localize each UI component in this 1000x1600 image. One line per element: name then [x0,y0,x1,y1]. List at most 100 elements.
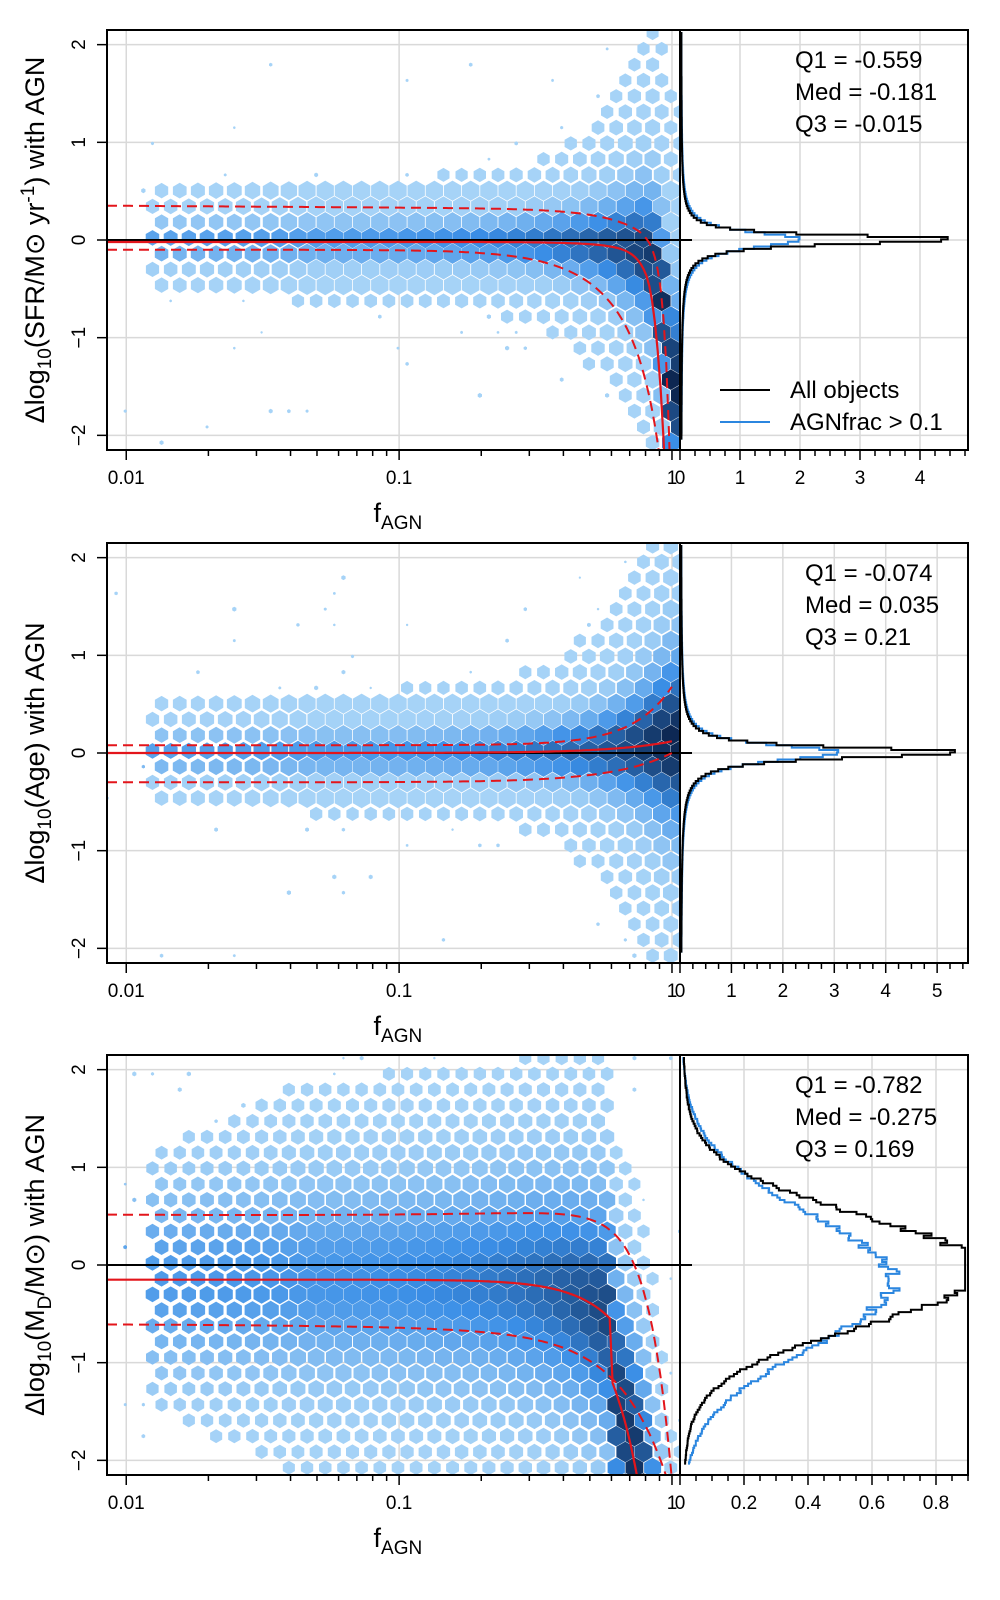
hexbin-cell [316,275,334,296]
hexbin-cell [254,1380,269,1397]
hexbin-cell [461,1268,480,1289]
hexbin-cell [600,869,614,885]
hexbin-cell [616,740,635,762]
hexbin-cell [280,725,298,745]
hexbin-cell [643,180,662,201]
hexbin-cell [443,212,462,233]
hexbin-cell [305,409,309,413]
hexbin-cell [645,884,660,902]
hexbin-cell [407,756,425,777]
hexbin-cell [281,1396,296,1413]
hexbin-cell [471,709,489,730]
hexbin-cell [546,325,559,340]
hexbin-cell [425,1205,443,1226]
hexbin-cell [253,1253,270,1273]
hexbin-cell [290,1159,306,1177]
hexbin-cell [309,1412,324,1429]
hexbin-cell [244,726,261,744]
hexbin-cell [227,1365,242,1382]
hexbin-cell [209,1145,223,1160]
hexbin-cell [607,275,625,296]
hexbin-cell [353,1174,370,1194]
hexbin-cell [552,1299,571,1321]
hexbin-cell [510,1476,523,1491]
hexbin-cell [389,212,407,233]
hexbin-cell [368,874,373,880]
hexbin-cell [682,538,697,555]
hexbin-cell [163,229,178,246]
hexbin-cell [499,1174,516,1194]
hexbin-cell [435,1347,452,1368]
hexbin-cell [345,1412,360,1429]
hexbin-cell [253,1285,270,1304]
hexbin-cell [590,307,606,326]
hexbin-cell [563,1128,578,1146]
hexbin-cell [508,1379,525,1399]
hexbin-cell [671,835,680,856]
hexbin-cell [480,1174,497,1194]
hexbin-cell [653,867,670,886]
hexbin-cell [523,607,527,612]
hexbin-cell [389,788,407,809]
hexbin-cell [573,1082,587,1098]
hexbin-cell [291,1129,305,1145]
hexbin-cell [346,1097,359,1113]
hexbin-cell [337,1460,350,1475]
hexbin-cell [482,1460,496,1475]
hexbin-cell [425,725,444,746]
hexbin-cell [307,1252,326,1274]
y-tick-label: 2 [69,39,90,50]
hexbin-cell [580,709,598,730]
hexbin-cell [400,806,414,822]
hexbin-cell [480,1299,498,1321]
hexbin-cell [298,243,316,264]
hexbin-cell [155,1365,168,1381]
hexbin-cell [272,1160,287,1177]
hexbin-cell [525,1221,544,1242]
hexbin-cell [525,1252,544,1274]
hexbin-cell [487,157,491,161]
hexbin-cell [371,725,389,746]
hexbin-cell [555,151,569,167]
hexbin-cell [280,1332,297,1351]
x-tick-label: 0.01 [108,1493,145,1514]
hexbin-cell [637,1255,650,1271]
hexbin-cell [481,1143,497,1162]
hexbin-cell [373,1460,387,1475]
hexbin-cell [590,821,606,839]
hexbin-cell [498,275,516,296]
hexbin-cell [489,1252,507,1274]
hexbin-cell [381,1379,397,1398]
hexbin-cell [572,1144,588,1162]
hist-x-tick-label: 0.2 [731,1493,757,1514]
hexbin-cell [416,772,434,793]
hexbin-cell [172,1302,187,1319]
hexbin-cell [155,1145,168,1160]
hexbin-cell [408,1144,424,1162]
hexbin-cell [690,291,707,311]
hexbin-cell [353,1205,371,1226]
hexbin-cell [407,1331,425,1352]
hexbin-cell [589,1395,607,1415]
hexbin-cell [217,742,233,760]
hexbin-cell [689,228,706,248]
hexbin-cell [417,1379,434,1398]
hist-x-tick-label: 5 [932,981,943,1002]
hexbin-cell [172,695,187,712]
hexbin-cell [425,275,443,296]
hexbin-cell [254,1160,269,1177]
hexbin-cell [380,1284,398,1305]
hexbin-cell [537,1082,550,1098]
hexbin-cell [462,725,480,746]
hexbin-cell [408,1363,425,1383]
hexbin-cell [444,1363,461,1383]
hexbin-cell [471,1379,488,1398]
hexbin-cell [480,693,498,714]
hexbin-cell [580,1411,597,1430]
hexbin-cell [445,1113,460,1130]
hexbin-cell [273,1412,287,1429]
hexbin-cell [206,1482,208,1485]
hexbin-cell [260,331,263,334]
hexbin-cell [690,584,706,602]
hexbin-cell [645,600,661,618]
